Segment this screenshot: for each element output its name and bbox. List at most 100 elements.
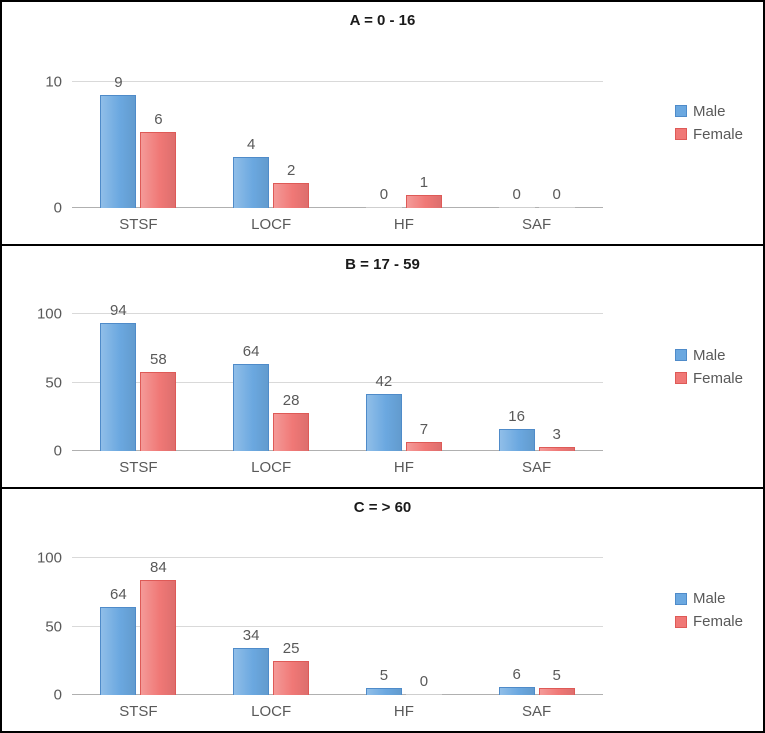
bar-female: 84	[140, 580, 176, 695]
bar-value-label: 5	[380, 667, 388, 684]
y-axis-tick-label: 100	[37, 550, 62, 567]
x-axis-category-label: LOCF	[251, 459, 291, 476]
legend-swatch	[675, 105, 687, 117]
x-axis-category-label: SAF	[522, 703, 551, 720]
bar-value-label: 1	[420, 174, 428, 191]
bar-value-label: 34	[243, 627, 260, 644]
bar-value-label: 0	[420, 673, 428, 690]
bar-male: 16	[499, 429, 535, 451]
legend-item-male: Male	[675, 347, 743, 364]
bar-female: 28	[273, 413, 309, 451]
y-axis-tick-label: 50	[45, 374, 62, 391]
y-axis-tick-label: 50	[45, 618, 62, 635]
legend: Male Female	[675, 97, 743, 149]
bar-male: 94	[100, 323, 136, 452]
bar-value-label: 94	[110, 302, 127, 319]
legend-item-male: Male	[675, 590, 743, 607]
x-axis-category-label: LOCF	[251, 216, 291, 233]
y-axis-tick-label: 10	[45, 74, 62, 91]
bar-male: 6	[499, 687, 535, 695]
bar-female: 5	[539, 688, 575, 695]
bar-male: 5	[366, 688, 402, 695]
legend-label: Female	[693, 370, 743, 387]
bar-value-label: 5	[552, 667, 560, 684]
legend-swatch	[675, 128, 687, 140]
bar-male: 0	[499, 207, 535, 208]
bar-value-label: 4	[247, 136, 255, 153]
legend-item-female: Female	[675, 126, 743, 143]
bar-value-label: 3	[552, 426, 560, 443]
legend: Male Female	[675, 584, 743, 636]
y-axis-tick-label: 0	[54, 443, 62, 460]
chart-panel: A = 0 - 16010STSF96LOCF42HF01SAF00MaleFe…	[2, 2, 763, 246]
y-axis-tick-label: 100	[37, 306, 62, 323]
x-axis-category-label: SAF	[522, 459, 551, 476]
legend-label: Female	[693, 613, 743, 630]
bar-female: 0	[406, 694, 442, 695]
gridline	[72, 557, 603, 558]
bar-value-label: 64	[110, 586, 127, 603]
legend: Male Female	[675, 341, 743, 393]
bar-value-label: 6	[154, 111, 162, 128]
bar-female: 2	[273, 183, 309, 208]
bar-value-label: 42	[376, 373, 393, 390]
legend-label: Male	[693, 590, 726, 607]
panel-title: B = 17 - 59	[2, 256, 763, 273]
legend-label: Female	[693, 126, 743, 143]
bar-male: 64	[233, 364, 269, 452]
bar-value-label: 28	[283, 392, 300, 409]
bar-female: 25	[273, 661, 309, 695]
legend-item-female: Female	[675, 370, 743, 387]
legend-item-male: Male	[675, 103, 743, 120]
gridline	[72, 81, 603, 82]
bar-male: 34	[233, 648, 269, 695]
legend-swatch	[675, 616, 687, 628]
legend-swatch	[675, 593, 687, 605]
bar-value-label: 64	[243, 343, 260, 360]
bar-value-label: 84	[150, 559, 167, 576]
y-axis-tick-label: 0	[54, 687, 62, 704]
bar-female: 6	[140, 132, 176, 207]
bar-female: 1	[406, 195, 442, 208]
bar-value-label: 7	[420, 421, 428, 438]
bar-male: 42	[366, 394, 402, 452]
x-axis-category-label: HF	[394, 459, 414, 476]
x-axis-category-label: STSF	[119, 216, 157, 233]
bar-value-label: 9	[114, 74, 122, 91]
bar-value-label: 6	[512, 666, 520, 683]
bar-value-label: 0	[512, 186, 520, 203]
chart-panel: C = > 60050100STSF6484LOCF3425HF50SAF65M…	[2, 489, 763, 731]
bar-value-label: 0	[380, 186, 388, 203]
bar-female: 0	[539, 207, 575, 208]
plot-area: 010STSF96LOCF42HF01SAF00	[72, 57, 603, 208]
panel-title: A = 0 - 16	[2, 12, 763, 29]
bar-value-label: 2	[287, 162, 295, 179]
gridline	[72, 313, 603, 314]
plot-area: 050100STSF6484LOCF3425HF50SAF65	[72, 544, 603, 695]
x-axis-category-label: SAF	[522, 216, 551, 233]
bar-female: 58	[140, 372, 176, 451]
chart-panel: B = 17 - 59050100STSF9458LOCF6428HF427SA…	[2, 246, 763, 490]
bar-male: 4	[233, 157, 269, 207]
panel-title: C = > 60	[2, 499, 763, 516]
x-axis-category-label: STSF	[119, 703, 157, 720]
bar-value-label: 58	[150, 351, 167, 368]
legend-item-female: Female	[675, 613, 743, 630]
x-axis-category-label: LOCF	[251, 703, 291, 720]
bar-value-label: 16	[508, 408, 525, 425]
x-axis-category-label: HF	[394, 703, 414, 720]
plot-area: 050100STSF9458LOCF6428HF427SAF163	[72, 301, 603, 452]
bar-male: 9	[100, 95, 136, 208]
bar-value-label: 0	[552, 186, 560, 203]
y-axis-tick-label: 0	[54, 199, 62, 216]
bar-male: 64	[100, 607, 136, 695]
legend-swatch	[675, 372, 687, 384]
bar-female: 7	[406, 442, 442, 452]
bar-female: 3	[539, 447, 575, 451]
x-axis-category-label: STSF	[119, 459, 157, 476]
bar-value-label: 25	[283, 640, 300, 657]
x-axis-category-label: HF	[394, 216, 414, 233]
legend-label: Male	[693, 103, 726, 120]
bar-male: 0	[366, 207, 402, 208]
legend-label: Male	[693, 347, 726, 364]
